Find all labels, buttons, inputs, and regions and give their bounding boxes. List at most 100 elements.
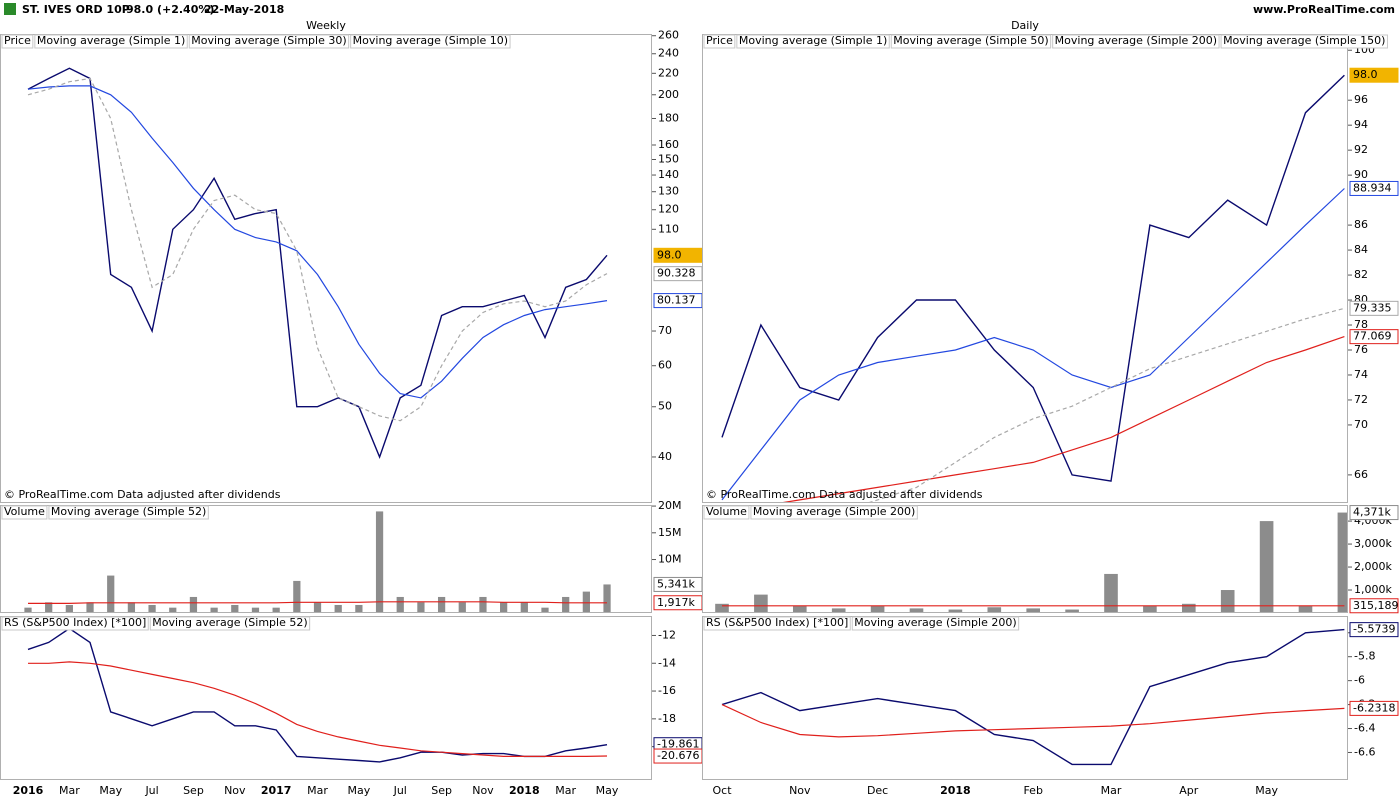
y-tick-label: 150 bbox=[658, 153, 679, 166]
y-tick-label: 94 bbox=[1354, 118, 1368, 131]
y-tick-label: 92 bbox=[1354, 143, 1368, 156]
volume-bar bbox=[582, 591, 590, 612]
legend-box bbox=[1220, 34, 1388, 49]
value-badge bbox=[1349, 598, 1399, 614]
value-badge-label: 5,341k bbox=[657, 577, 695, 590]
volume-bar bbox=[1259, 521, 1274, 612]
value-badge bbox=[1349, 67, 1399, 83]
y-tick-label: 90 bbox=[1354, 168, 1368, 181]
volume-bar bbox=[603, 584, 611, 612]
legend-box bbox=[1, 34, 34, 49]
x-tick-label: Mar bbox=[555, 784, 576, 797]
volume-bar bbox=[107, 575, 115, 612]
series-line bbox=[28, 601, 607, 604]
series-line bbox=[28, 661, 608, 757]
volume-bar bbox=[231, 604, 239, 612]
panel-frame bbox=[0, 505, 652, 613]
legend-box bbox=[34, 34, 188, 49]
price-change: 98.0 (+2.40%) bbox=[126, 3, 214, 16]
legend-entry: Price bbox=[706, 34, 733, 47]
value-badge bbox=[1349, 622, 1399, 638]
value-badge-label: 4,371k bbox=[1353, 506, 1391, 519]
plot-area bbox=[27, 67, 608, 459]
legend-box bbox=[1, 505, 48, 520]
series-line bbox=[27, 627, 608, 763]
y-tick-label: -5.8 bbox=[1354, 650, 1375, 663]
y-tick-label: -16 bbox=[658, 684, 676, 697]
value-badge bbox=[1349, 329, 1399, 345]
volume-bar bbox=[870, 606, 885, 612]
y-tick-label: 260 bbox=[658, 29, 679, 42]
legend-box bbox=[703, 616, 851, 631]
series-line bbox=[721, 704, 1345, 738]
plot-area bbox=[721, 628, 1345, 766]
volume-bar bbox=[1181, 603, 1196, 612]
volume-bar bbox=[417, 602, 425, 612]
date: 22-May-2018 bbox=[204, 3, 284, 16]
y-tick-label: 40 bbox=[658, 450, 672, 463]
y-tick-label: 78 bbox=[1354, 318, 1368, 331]
volume-bar bbox=[437, 596, 446, 612]
legend-box bbox=[1052, 34, 1220, 49]
volume-bar bbox=[1337, 512, 1347, 612]
volume-bar bbox=[948, 609, 963, 612]
legend-entry: Moving average (Simple 10) bbox=[353, 34, 508, 47]
volume-bar bbox=[500, 602, 508, 612]
y-tick-label: 70 bbox=[1354, 418, 1368, 431]
legend-box bbox=[736, 34, 890, 49]
volume-bar bbox=[210, 607, 218, 612]
value-badge-label: 88.934 bbox=[1353, 181, 1392, 194]
legend-entry: Price bbox=[4, 34, 31, 47]
legend-box bbox=[890, 34, 1052, 49]
value-badge-label: 77.069 bbox=[1353, 330, 1392, 343]
value-badge-label: 1,917k bbox=[657, 596, 695, 609]
x-tick-label: Sep bbox=[183, 784, 204, 797]
volume-bar bbox=[458, 602, 466, 612]
y-tick-label: 50 bbox=[658, 400, 672, 413]
series-line bbox=[721, 188, 1345, 501]
series-line bbox=[782, 336, 1345, 502]
volume-bar bbox=[1220, 590, 1235, 612]
volume-bar bbox=[715, 603, 729, 612]
volume-bar bbox=[792, 606, 807, 612]
value-badge-label: 98.0 bbox=[1353, 68, 1378, 81]
series-line bbox=[27, 85, 608, 399]
x-tick-label: 2017 bbox=[261, 784, 292, 797]
footnote: © ProRealTime.com Data adjusted after di… bbox=[4, 488, 281, 501]
value-badge bbox=[1349, 300, 1399, 316]
legend-entry: RS (S&P500 Index) [*100] bbox=[706, 616, 848, 629]
x-tick-label: 2018 bbox=[509, 784, 540, 797]
y-tick-label: 220 bbox=[658, 66, 679, 79]
legend-box bbox=[149, 616, 311, 631]
symbol: ST. IVES ORD 10P bbox=[22, 3, 130, 16]
panel-frame bbox=[0, 616, 652, 780]
series-line bbox=[27, 67, 608, 459]
y-tick-label: 72 bbox=[1354, 393, 1368, 406]
volume-bar bbox=[541, 607, 549, 612]
y-tick-label: 180 bbox=[658, 111, 679, 124]
legend-entry: RS (S&P500 Index) [*100] bbox=[4, 616, 146, 629]
y-tick-label: -6.6 bbox=[1354, 745, 1375, 758]
y-tick-label: 84 bbox=[1354, 243, 1368, 256]
volume-bar bbox=[1026, 608, 1041, 612]
y-tick-label: 82 bbox=[1354, 268, 1368, 281]
plot-area bbox=[24, 511, 611, 612]
volume-bar bbox=[334, 604, 342, 612]
y-tick-label: 60 bbox=[658, 359, 672, 372]
y-tick-label: 15M bbox=[658, 526, 682, 539]
legend-box bbox=[703, 34, 736, 49]
x-tick-label: 2018 bbox=[940, 784, 971, 797]
x-tick-label: May bbox=[596, 784, 619, 797]
volume-bar bbox=[1298, 606, 1313, 612]
x-tick-label: May bbox=[99, 784, 122, 797]
y-tick-label: 74 bbox=[1354, 368, 1368, 381]
legend-box bbox=[48, 505, 209, 520]
volume-bar bbox=[396, 596, 404, 612]
volume-bar bbox=[375, 511, 384, 612]
volume-bar bbox=[909, 608, 924, 612]
volume-bar bbox=[987, 607, 1002, 612]
value-badge-label: -5.5739 bbox=[1353, 623, 1395, 636]
value-badge bbox=[1349, 700, 1399, 716]
series-line bbox=[721, 628, 1345, 766]
